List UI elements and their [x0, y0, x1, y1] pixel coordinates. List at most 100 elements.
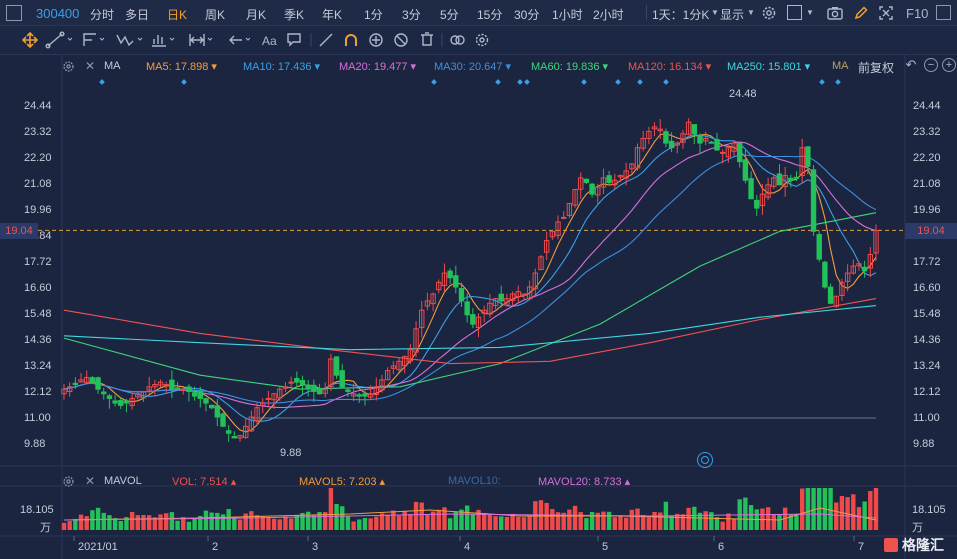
panel-toggle-icon[interactable]	[936, 5, 951, 20]
mavol20-line	[63, 513, 877, 521]
period-tab-2[interactable]: 日K	[167, 8, 188, 22]
period-tab-4[interactable]: 月K	[246, 8, 267, 22]
candle-body	[674, 142, 680, 146]
wave-tool-icon[interactable]	[116, 34, 143, 47]
drawing-settings-icon[interactable]	[475, 33, 489, 47]
measure-tool-icon[interactable]	[189, 34, 213, 46]
ruler-tool-icon[interactable]	[319, 33, 333, 47]
display-dropdown-icon[interactable]: ▼	[747, 7, 755, 17]
display-menu[interactable]: 显示	[720, 8, 745, 22]
zoom-in-icon[interactable]: +	[942, 58, 956, 72]
candle-body	[84, 377, 90, 383]
undo-icon[interactable]: ↶	[905, 57, 917, 72]
volume-bar	[834, 502, 839, 530]
period-tab-3[interactable]: 周K	[205, 8, 226, 22]
sidebar-toggle-icon[interactable]	[6, 5, 22, 21]
range-select[interactable]: 1天：1分K	[652, 8, 710, 22]
event-marker	[835, 79, 841, 85]
vol-indicator-name[interactable]: MAVOL	[104, 475, 142, 487]
candle-body	[549, 230, 556, 238]
checkbox-icon[interactable]	[787, 5, 802, 20]
period-tab-10[interactable]: 15分	[477, 8, 503, 22]
volume-bar	[340, 506, 345, 530]
volume-bar	[743, 497, 748, 530]
bars-tool-icon[interactable]	[152, 35, 175, 47]
candle-body	[186, 386, 192, 392]
candle-body	[419, 309, 425, 329]
candle-body	[197, 391, 203, 399]
comment-tool-icon[interactable]	[287, 33, 301, 47]
candle-body	[470, 314, 476, 325]
period-tab-12[interactable]: 1小时	[552, 8, 583, 22]
settings-gear-icon[interactable]	[760, 4, 778, 22]
candle-body	[140, 390, 147, 399]
volume-bar	[828, 488, 833, 530]
candle-body	[788, 177, 794, 181]
period-tab-8[interactable]: 3分	[402, 8, 421, 22]
period-tab-6[interactable]: 年K	[322, 8, 343, 22]
polyline-tool-icon[interactable]	[83, 33, 105, 46]
f10-button[interactable]: F10	[906, 6, 929, 21]
candle-body	[401, 356, 408, 367]
line-tool-icon[interactable]	[45, 31, 73, 49]
x-axis-label: 2021/01	[78, 541, 118, 553]
camera-icon[interactable]	[826, 4, 844, 22]
vol-settings-icon[interactable]	[61, 474, 75, 488]
volume-bar	[288, 518, 294, 530]
price-tick-right: 9.88	[913, 438, 934, 450]
delete-drawing-icon[interactable]	[421, 32, 433, 46]
hide-drawing-icon[interactable]	[394, 33, 408, 47]
period-tab-7[interactable]: 1分	[364, 8, 383, 22]
x-axis-label: 6	[718, 541, 724, 553]
pencil-icon[interactable]	[852, 4, 870, 22]
ma-settings-icon[interactable]	[61, 59, 75, 73]
ma-close-icon[interactable]: ✕	[84, 59, 96, 73]
volume-bar	[686, 507, 691, 530]
period-tab-1[interactable]: 多日	[125, 8, 150, 22]
candle-body	[634, 147, 641, 169]
price-tick-left: 23.32	[24, 126, 52, 138]
period-tab-13[interactable]: 2小时	[593, 8, 624, 22]
volume-bar	[584, 518, 589, 530]
volume-bar	[135, 515, 141, 530]
volume-bar	[453, 511, 459, 530]
ma-legend-item: MA250: 15.801 ▾	[727, 61, 811, 73]
volume-bar	[868, 491, 873, 530]
volume-bar	[606, 511, 612, 530]
ma-indicator-name[interactable]: MA	[104, 60, 121, 72]
volume-bar	[726, 513, 731, 530]
zoom-out-icon[interactable]: −	[924, 58, 938, 72]
volume-bar	[470, 514, 476, 530]
magnet-icon[interactable]	[345, 34, 357, 46]
ma-legend-item: MA120: 16.134 ▾	[628, 61, 712, 73]
adjust-mode[interactable]: 前复权	[858, 61, 895, 75]
volume-bar	[300, 512, 305, 530]
checkbox-dropdown-icon[interactable]: ▼	[806, 7, 814, 17]
volume-bar	[669, 515, 674, 530]
candle-body	[208, 404, 215, 409]
vol-close-icon[interactable]: ✕	[84, 474, 96, 488]
text-tool-icon[interactable]: Aa	[262, 34, 277, 48]
candle-body	[850, 265, 856, 274]
period-tab-11[interactable]: 30分	[514, 8, 540, 22]
candle-body	[844, 272, 851, 282]
lock-drawing-icon[interactable]	[369, 33, 383, 47]
ma-legend-item: MA5: 17.898 ▾	[146, 61, 217, 73]
candle-body	[191, 392, 198, 397]
candle-body	[413, 328, 419, 353]
stock-code[interactable]: 300400	[36, 6, 80, 21]
kline-chart[interactable]: 24.4423.3222.2021.0819.9618.8417.7216.60…	[0, 54, 957, 559]
arrow-tool-icon[interactable]	[229, 35, 251, 45]
link-icon[interactable]	[450, 35, 465, 45]
range-dropdown-icon[interactable]: ▼	[711, 7, 719, 17]
volume-bar	[408, 513, 413, 530]
volume-bar	[510, 513, 515, 530]
fullscreen-icon[interactable]	[877, 4, 895, 22]
volume-bar	[595, 512, 600, 530]
period-tab-5[interactable]: 季K	[284, 8, 305, 22]
period-tab-0[interactable]: 分时	[90, 8, 115, 22]
locate-latest-icon[interactable]	[697, 452, 713, 468]
volume-bar	[402, 511, 407, 530]
period-tab-9[interactable]: 5分	[440, 8, 459, 22]
move-cross-icon[interactable]	[21, 31, 39, 49]
